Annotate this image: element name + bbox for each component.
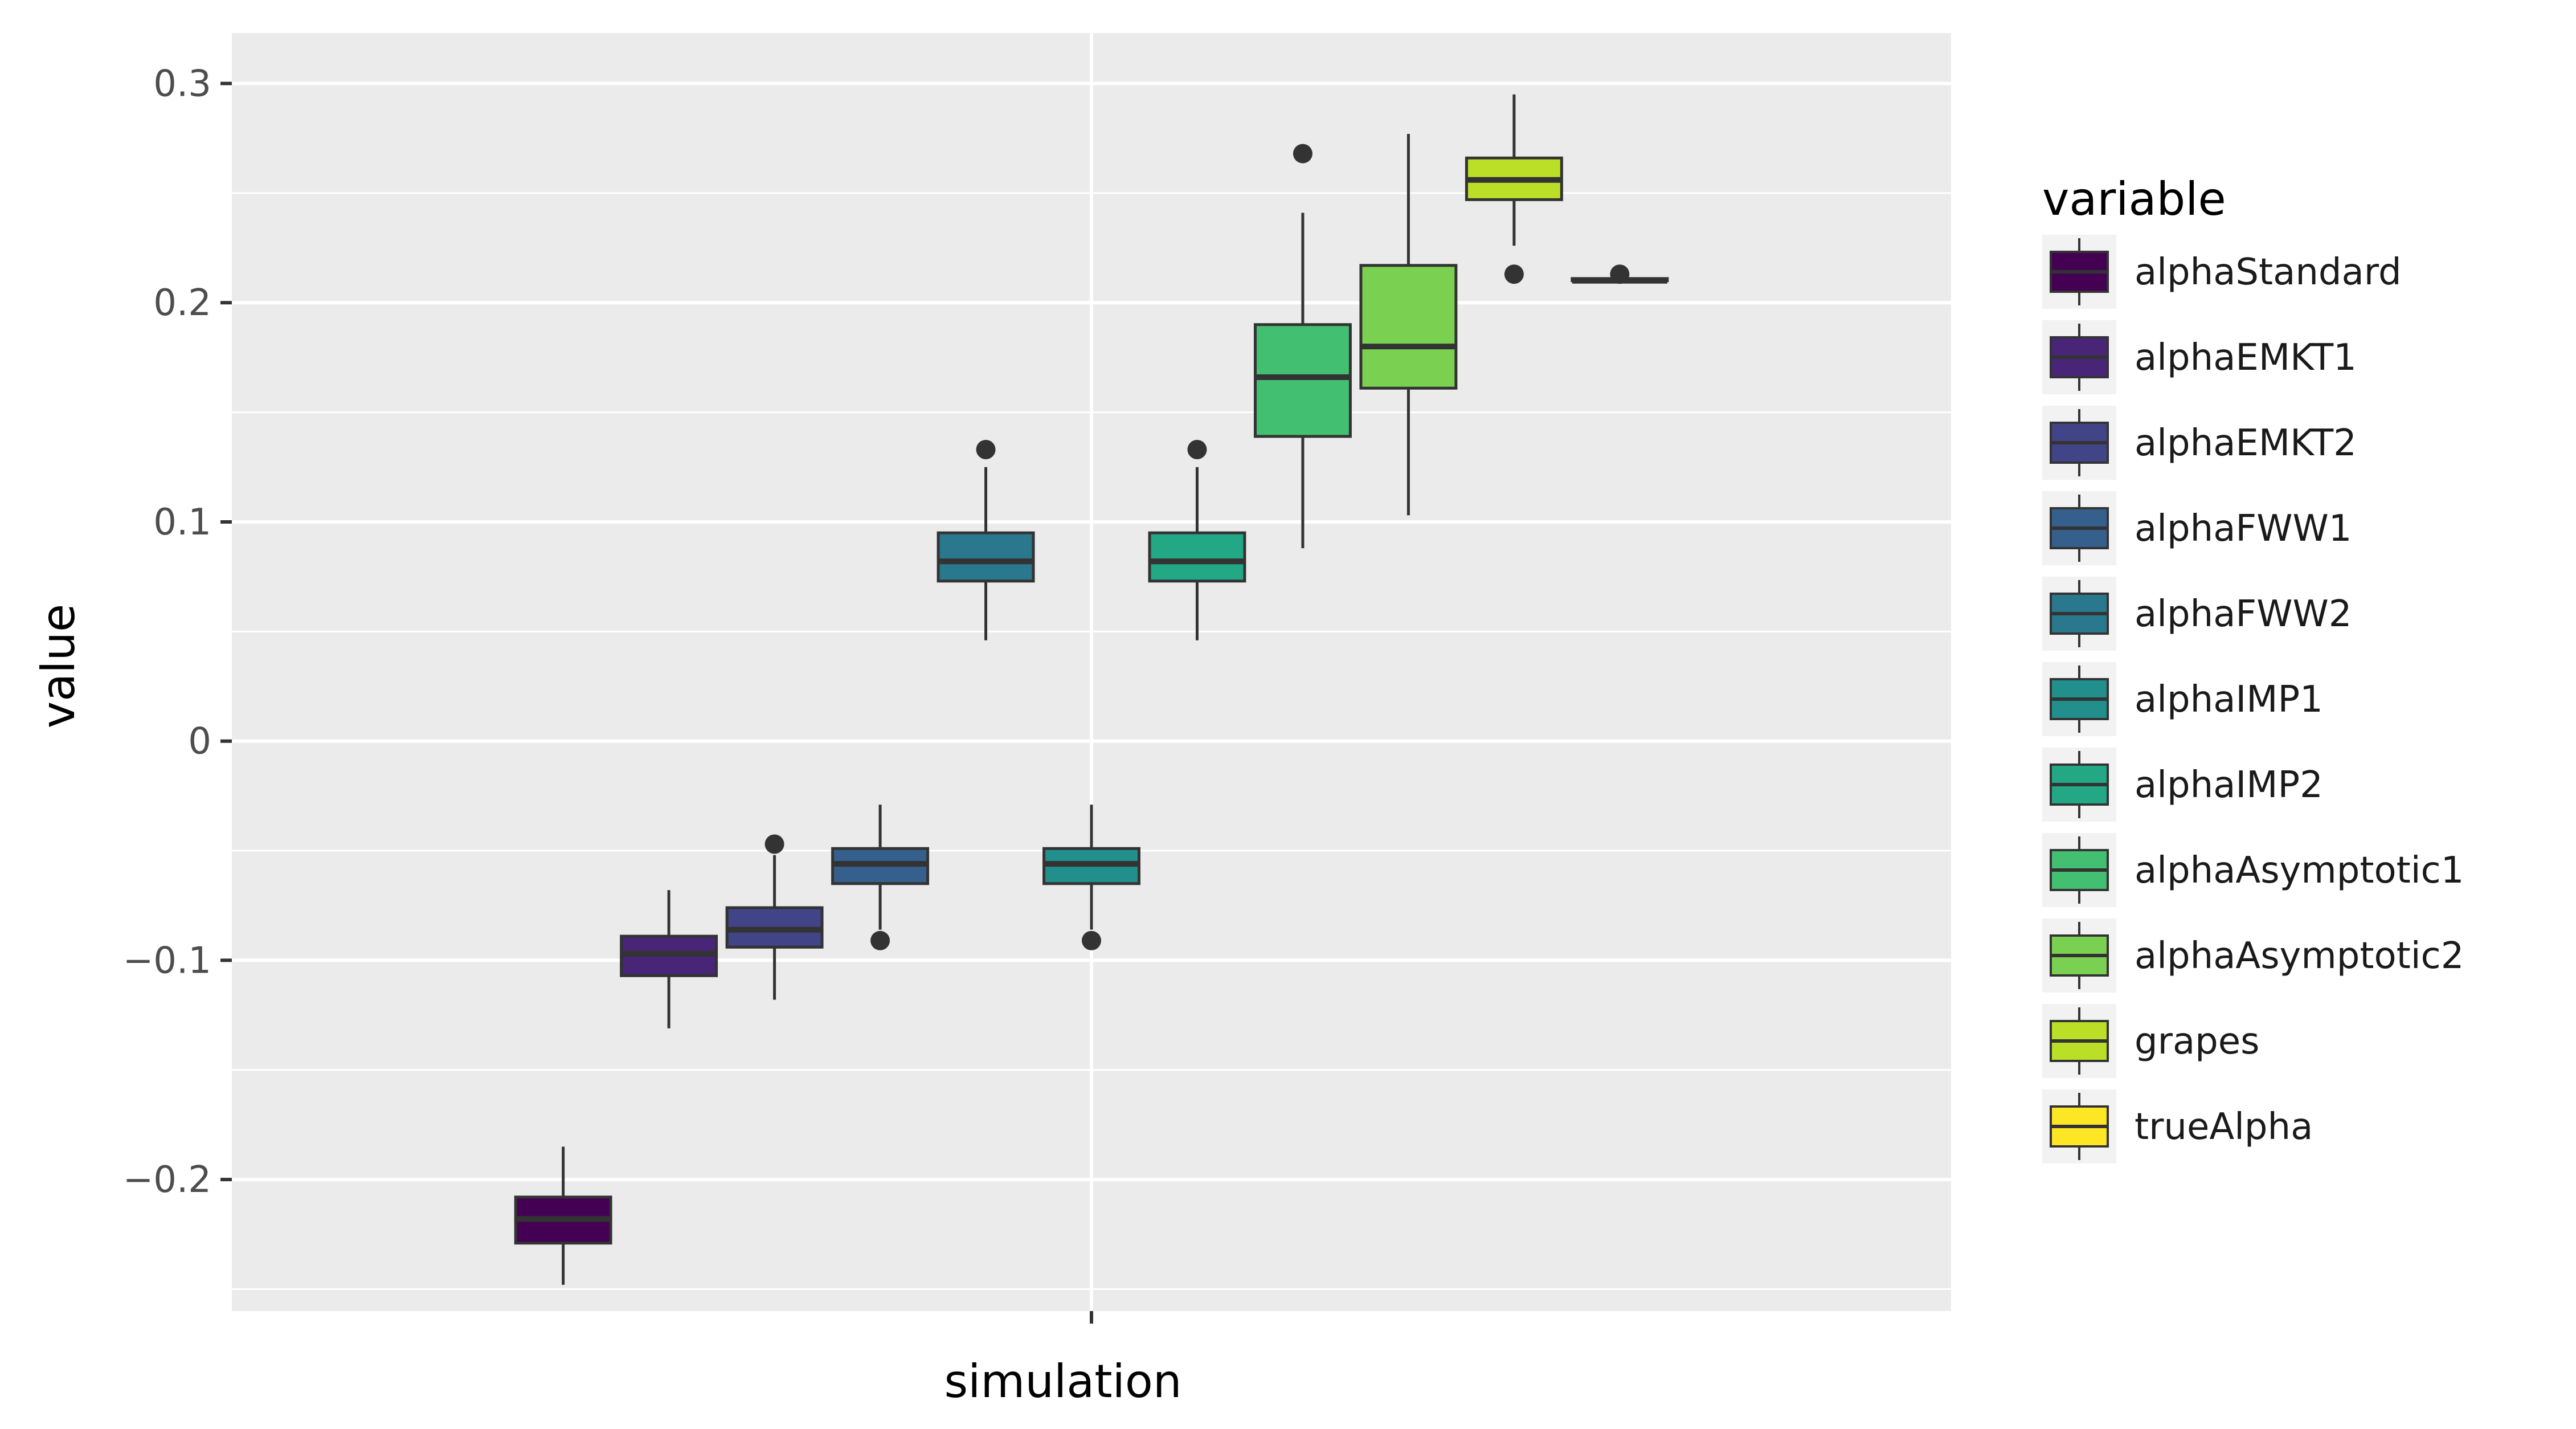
legend-label: alphaEMKT2 bbox=[2135, 422, 2357, 464]
legend-label: alphaIMP1 bbox=[2135, 679, 2323, 721]
legend-item-trueAlpha: trueAlpha bbox=[2042, 1089, 2313, 1163]
legend-label: alphaAsymptotic1 bbox=[2135, 850, 2464, 892]
outlier-point bbox=[764, 834, 784, 854]
outlier-point bbox=[1082, 930, 1101, 950]
legend-item-alphaEMKT2: alphaEMKT2 bbox=[2042, 406, 2357, 480]
box-layer bbox=[514, 94, 1669, 1285]
legend-label: alphaIMP2 bbox=[2135, 764, 2323, 806]
box-body bbox=[1253, 323, 1352, 438]
legend-item-alphaStandard: alphaStandard bbox=[2042, 235, 2402, 309]
box-body bbox=[1148, 531, 1246, 583]
y-tick-label: 0 bbox=[188, 721, 211, 763]
box-alphaAsymptotic2 bbox=[1359, 133, 1458, 516]
outlier-point bbox=[870, 930, 890, 950]
y-tick-label: 0.3 bbox=[153, 63, 211, 105]
legend-item-alphaIMP1: alphaIMP1 bbox=[2042, 662, 2323, 736]
legend-label: alphaEMKT1 bbox=[2135, 337, 2357, 379]
outlier-point bbox=[1187, 439, 1207, 459]
box-alphaIMP1 bbox=[1042, 805, 1140, 950]
legend-label: alphaStandard bbox=[2135, 251, 2402, 293]
box-alphaIMP2 bbox=[1148, 439, 1246, 640]
box-alphaStandard bbox=[514, 1146, 612, 1285]
y-tick-label: −0.1 bbox=[123, 940, 211, 982]
legend: variable alphaStandard alphaEMKT1 alphaEMK… bbox=[2042, 173, 2464, 1163]
legend-label: alphaFWW2 bbox=[2135, 593, 2352, 635]
outlier-point bbox=[1504, 264, 1524, 284]
legend-item-alphaFWW1: alphaFWW1 bbox=[2042, 491, 2352, 565]
box-alphaFWW1 bbox=[831, 805, 930, 950]
y-tick-label: 0.2 bbox=[153, 282, 211, 324]
grid-lines bbox=[232, 33, 1951, 1311]
legend-label: alphaAsymptotic2 bbox=[2135, 935, 2464, 977]
legend-label: grapes bbox=[2135, 1020, 2260, 1063]
legend-item-alphaAsymptotic1: alphaAsymptotic1 bbox=[2042, 833, 2464, 907]
legend-item-alphaFWW2: alphaFWW2 bbox=[2042, 577, 2352, 651]
outlier-point bbox=[1610, 264, 1630, 284]
outlier-point bbox=[1293, 144, 1312, 164]
x-axis-title: simulation bbox=[944, 1355, 1181, 1408]
box-body bbox=[937, 531, 1035, 583]
legend-item-alphaAsymptotic2: alphaAsymptotic2 bbox=[2042, 918, 2464, 993]
y-axis-title: value bbox=[32, 604, 85, 729]
box-trueAlpha bbox=[1571, 264, 1669, 284]
y-tick-label: −0.2 bbox=[123, 1159, 211, 1201]
box-alphaEMKT1 bbox=[620, 890, 718, 1028]
legend-item-grapes: grapes bbox=[2042, 1004, 2260, 1078]
box-grapes bbox=[1465, 94, 1563, 284]
box-body bbox=[1359, 264, 1458, 390]
legend-label: alphaFWW1 bbox=[2135, 508, 2352, 550]
box-alphaFWW2 bbox=[937, 439, 1035, 640]
y-tick-label: 0.1 bbox=[153, 501, 211, 544]
legend-label: trueAlpha bbox=[2135, 1106, 2313, 1148]
legend-item-alphaIMP2: alphaIMP2 bbox=[2042, 748, 2323, 822]
outlier-point bbox=[976, 439, 996, 459]
legend-item-alphaEMKT1: alphaEMKT1 bbox=[2042, 320, 2357, 394]
box-alphaEMKT2 bbox=[725, 834, 824, 1000]
legend-title: variable bbox=[2042, 173, 2226, 226]
y-axis: −0.2 −0.1 0 0.1 0.2 0.3 bbox=[123, 63, 232, 1201]
box-alphaAsymptotic1 bbox=[1253, 144, 1352, 549]
